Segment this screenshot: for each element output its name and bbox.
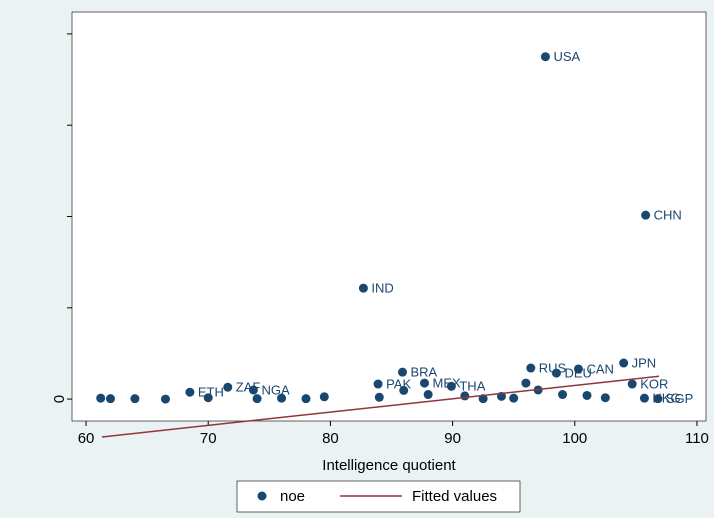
point xyxy=(641,210,651,220)
point xyxy=(277,393,287,403)
legend-label: Fitted values xyxy=(412,488,497,505)
point xyxy=(301,394,311,404)
point-label: KOR xyxy=(640,376,668,391)
point xyxy=(653,394,663,404)
point-label: SGP xyxy=(666,391,693,406)
point xyxy=(160,394,170,404)
point xyxy=(252,394,262,404)
point xyxy=(526,363,536,373)
point xyxy=(419,378,429,388)
x-tick-label: 90 xyxy=(444,430,461,447)
point xyxy=(319,392,329,402)
point-label: USA xyxy=(553,49,580,64)
point xyxy=(223,382,233,392)
legend-label: noe xyxy=(280,488,305,505)
point xyxy=(600,393,610,403)
x-tick-label: 60 xyxy=(78,430,95,447)
point xyxy=(627,379,637,389)
point-label: CAN xyxy=(586,361,613,376)
x-tick-label: 100 xyxy=(562,430,587,447)
x-tick-label: 70 xyxy=(200,430,217,447)
point xyxy=(96,393,106,403)
point-label: NGA xyxy=(261,382,290,397)
point xyxy=(639,393,649,403)
point xyxy=(582,390,592,400)
point xyxy=(203,393,213,403)
x-tick-label: 80 xyxy=(322,430,339,447)
point-label: IND xyxy=(371,281,393,296)
point xyxy=(619,358,629,368)
point-label: BRA xyxy=(411,365,438,380)
point xyxy=(399,385,409,395)
point xyxy=(573,364,583,374)
legend-marker xyxy=(257,491,267,501)
point xyxy=(358,283,368,293)
point xyxy=(540,52,550,62)
point xyxy=(398,367,408,377)
point xyxy=(558,390,568,400)
point xyxy=(551,368,561,378)
x-tick-label: 110 xyxy=(685,430,709,447)
point-label: MEX xyxy=(432,376,461,391)
point xyxy=(130,394,140,404)
point-label: DEU xyxy=(564,366,591,381)
point xyxy=(423,390,433,400)
point-label: JPN xyxy=(632,355,657,370)
point xyxy=(374,392,384,402)
point-label: THA xyxy=(459,379,485,394)
point xyxy=(373,379,383,389)
point xyxy=(446,381,456,391)
point xyxy=(521,378,531,388)
plot-area xyxy=(71,11,707,422)
y-tick-label: 0 xyxy=(51,395,68,403)
fitted-line xyxy=(101,375,660,438)
point-label: CHN xyxy=(654,208,682,223)
point xyxy=(248,385,258,395)
point xyxy=(105,394,115,404)
point xyxy=(509,393,519,403)
point xyxy=(185,387,195,397)
point xyxy=(460,391,470,401)
x-axis-label: Intelligence quotient xyxy=(322,457,456,474)
